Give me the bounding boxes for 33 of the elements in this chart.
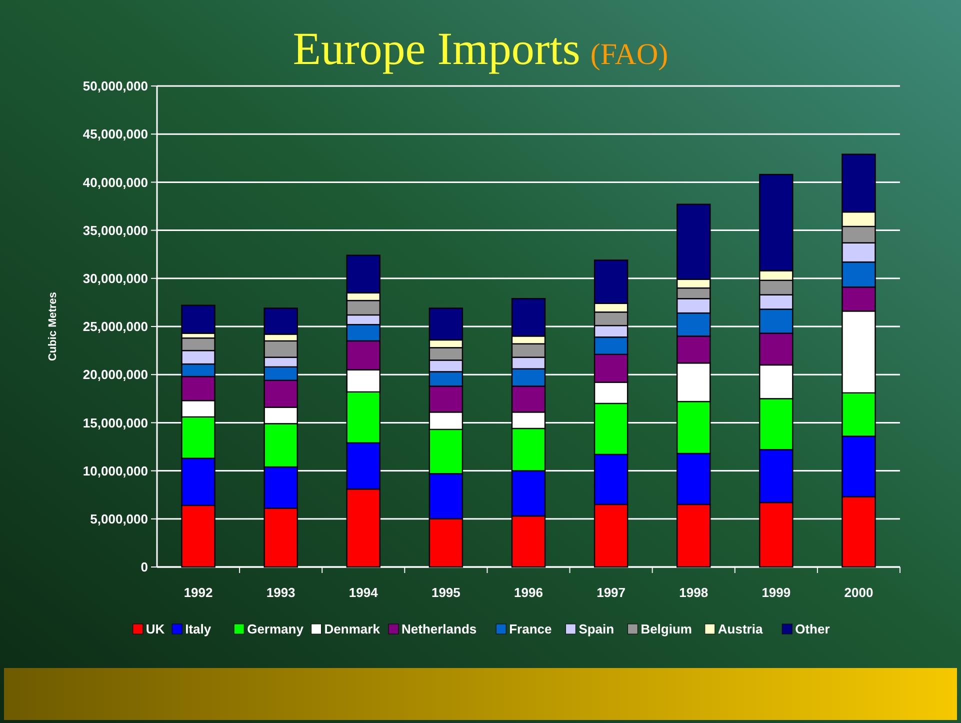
legend-label: UK — [146, 622, 166, 637]
y-tick-label: 5,000,000 — [90, 511, 148, 526]
y-tick-label: 15,000,000 — [82, 415, 148, 430]
legend-label: Denmark — [324, 622, 381, 637]
x-tick-label: 1996 — [514, 585, 543, 600]
x-tick-label: 1994 — [348, 585, 379, 600]
legend-label: Italy — [185, 622, 212, 637]
y-tick-label: 35,000,000 — [82, 222, 148, 238]
chart-title: Europe Imports — [292, 23, 580, 74]
y-tick-label: 25,000,000 — [82, 319, 148, 334]
y-tick-label: 0 — [140, 560, 148, 575]
legend-label: Belgium — [640, 622, 692, 637]
legend-label: Austria — [718, 622, 764, 637]
legend-label: Other — [795, 622, 830, 637]
y-axis-title: Cubic Metres — [47, 292, 59, 362]
x-tick-label: 1998 — [679, 585, 708, 600]
y-tick-label: 10,000,000 — [82, 463, 148, 478]
x-tick-label: 1992 — [184, 585, 213, 600]
x-tick-label: 1999 — [762, 585, 791, 600]
x-tick-label: 1997 — [596, 585, 626, 600]
legend-label: Germany — [247, 622, 304, 637]
y-tick-label: 40,000,000 — [82, 174, 148, 190]
x-tick-label: 2000 — [844, 585, 874, 600]
chart-subtitle: (FAO) — [590, 38, 668, 71]
legend-label: Spain — [578, 622, 614, 637]
y-tick-label: 20,000,000 — [82, 367, 148, 382]
y-tick-label: 45,000,000 — [82, 126, 148, 142]
x-tick-label: 1995 — [431, 585, 460, 600]
legend-label: France — [509, 622, 552, 637]
y-tick-label: 50,000,000 — [82, 78, 148, 94]
x-tick-label: 1993 — [266, 585, 296, 600]
y-tick-label: 30,000,000 — [82, 270, 148, 286]
legend-label: Netherlands — [402, 622, 477, 637]
